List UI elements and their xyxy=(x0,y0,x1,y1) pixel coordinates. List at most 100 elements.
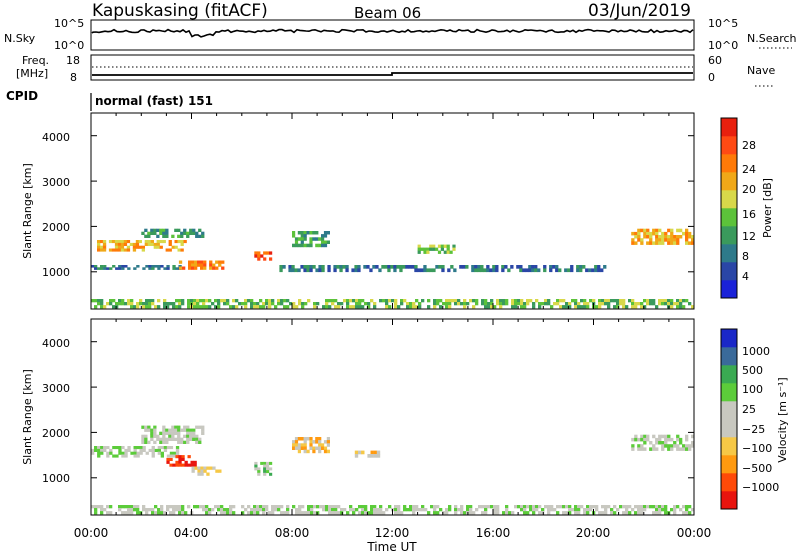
velocity-blob-0-cell xyxy=(685,505,689,509)
power-blob-0-cell xyxy=(421,299,425,303)
velocity-blob-0-cell xyxy=(208,511,212,515)
velocity-blob-0-cell xyxy=(265,505,269,509)
power-blob-4-cell xyxy=(200,263,204,267)
velocity-blob-5-cell xyxy=(266,461,270,465)
power-blob-0-cell xyxy=(100,305,104,309)
freq-tick-low: 8 xyxy=(70,71,77,84)
velocity-blob-0-cell xyxy=(685,511,689,515)
velocity-blob-4-cell xyxy=(200,472,204,476)
velocity-blob-1-cell xyxy=(139,451,143,455)
power-blob-6-cell xyxy=(366,265,370,269)
power-blob-0-cell xyxy=(139,299,143,303)
power-blob-0-cell xyxy=(271,302,275,306)
velocity-blob-4-cell xyxy=(200,469,204,473)
power-blob-1-cell xyxy=(100,245,104,249)
power-blob-7-cell xyxy=(292,231,296,235)
power-blob-0-cell xyxy=(451,299,455,303)
power-blob-0-cell xyxy=(664,302,668,306)
power-blob-0-cell xyxy=(574,305,578,309)
velocity-blob-0-cell xyxy=(673,505,677,509)
power-blob-4-cell xyxy=(212,266,216,270)
power-blob-0-cell xyxy=(100,299,104,303)
velocity-blob-0-cell xyxy=(574,505,578,509)
power-blob-7-cell xyxy=(294,240,299,244)
power-colorbar-segment xyxy=(721,262,737,281)
velocity-blob-6-cell xyxy=(321,446,325,450)
power-blob-6-cell xyxy=(441,268,445,273)
velocity-blob-3-cell xyxy=(178,455,182,459)
power-blob-0-cell xyxy=(445,302,449,306)
velocity-blob-5-cell xyxy=(263,467,267,471)
power-blob-0-cell xyxy=(484,299,488,303)
power-blob-0-cell xyxy=(232,299,236,303)
power-blob-2-cell xyxy=(142,267,146,270)
velocity-blob-2-cell xyxy=(153,425,157,429)
velocity-blob-8-cell xyxy=(640,434,644,439)
velocity-blob-0-cell xyxy=(256,508,260,512)
velocity-blob-6-cell xyxy=(300,437,304,441)
power-blob-0-cell xyxy=(484,305,488,309)
velocity-blob-0-cell xyxy=(94,511,98,515)
velocity-blob-3-cell xyxy=(184,460,188,464)
velocity-blob-3-cell xyxy=(190,463,194,467)
power-blob-0-cell xyxy=(622,302,626,306)
power-blob-6-cell xyxy=(423,265,427,269)
power-blob-0-cell xyxy=(214,299,218,303)
velocity-blob-0-cell xyxy=(604,508,608,512)
power-blob-9-cell xyxy=(640,228,644,233)
power-blob-6-cell xyxy=(435,265,439,269)
power-blob-7-cell xyxy=(318,243,322,248)
power-blob-9-cell xyxy=(649,235,653,239)
velocity-blob-0-cell xyxy=(310,508,314,512)
velocity-blob-0-cell xyxy=(325,505,329,509)
power-blob-0-cell xyxy=(139,302,143,306)
velocity-blob-0-cell xyxy=(637,511,641,515)
power-blob-1-cell xyxy=(100,248,104,252)
velocity-blob-0-cell xyxy=(259,505,263,509)
power-blob-1-cell xyxy=(147,242,151,246)
velocity-blob-2-cell xyxy=(195,434,199,438)
power-blob-5-cell xyxy=(254,251,258,255)
velocity-blob-2-cell xyxy=(171,434,175,438)
velocity-blob-0-cell xyxy=(463,511,467,515)
power-blob-1-cell xyxy=(123,240,128,244)
velocity-blob-0-cell xyxy=(685,508,689,512)
power-blob-0-cell xyxy=(235,305,239,309)
power-blob-0-cell xyxy=(415,305,419,309)
velocity-blob-3-cell xyxy=(175,463,179,467)
velocity-blob-2-cell xyxy=(201,425,205,429)
power-blob-0-cell xyxy=(313,302,317,306)
velocity-blob-6-cell xyxy=(292,440,296,444)
power-blob-9-cell xyxy=(640,238,644,242)
velocity-blob-0-cell xyxy=(331,505,335,509)
velocity-blob-3-cell xyxy=(181,457,185,461)
power-blob-0-cell xyxy=(646,299,650,303)
velocity-blob-4-cell xyxy=(194,466,198,470)
power-blob-6-cell xyxy=(345,265,349,269)
velocity-colorbar-segment xyxy=(721,329,737,348)
power-blob-9-cell xyxy=(637,228,641,233)
velocity-blob-0-cell xyxy=(634,505,638,509)
power-blob-6-cell xyxy=(384,265,388,269)
velocity-blob-0-cell xyxy=(178,508,182,512)
power-blob-6-cell xyxy=(525,268,529,273)
power-blob-8-cell xyxy=(446,244,450,248)
velocity-axis-ticks xyxy=(90,319,695,515)
power-blob-1-cell xyxy=(156,245,160,249)
velocity-ytick-2000: 2000 xyxy=(42,427,70,440)
power-blob-0-cell xyxy=(445,299,449,303)
power-blob-4-cell xyxy=(178,260,183,264)
velocity-blob-0-cell xyxy=(505,508,509,512)
power-blob-0-cell xyxy=(388,305,392,309)
velocity-blob-8-cell xyxy=(691,441,695,445)
velocity-blob-0-cell xyxy=(334,505,338,509)
power-blob-4-cell xyxy=(197,263,201,267)
power-blob-0-cell xyxy=(448,302,452,306)
power-blob-6-cell xyxy=(462,265,466,269)
velocity-blob-2-cell xyxy=(153,440,157,444)
power-blob-1-cell xyxy=(111,240,116,244)
power-blob-0-cell xyxy=(577,302,581,306)
power-blob-1-cell xyxy=(153,242,157,246)
velocity-blob-0-cell xyxy=(100,505,104,509)
velocity-blob-0-cell xyxy=(370,511,374,515)
